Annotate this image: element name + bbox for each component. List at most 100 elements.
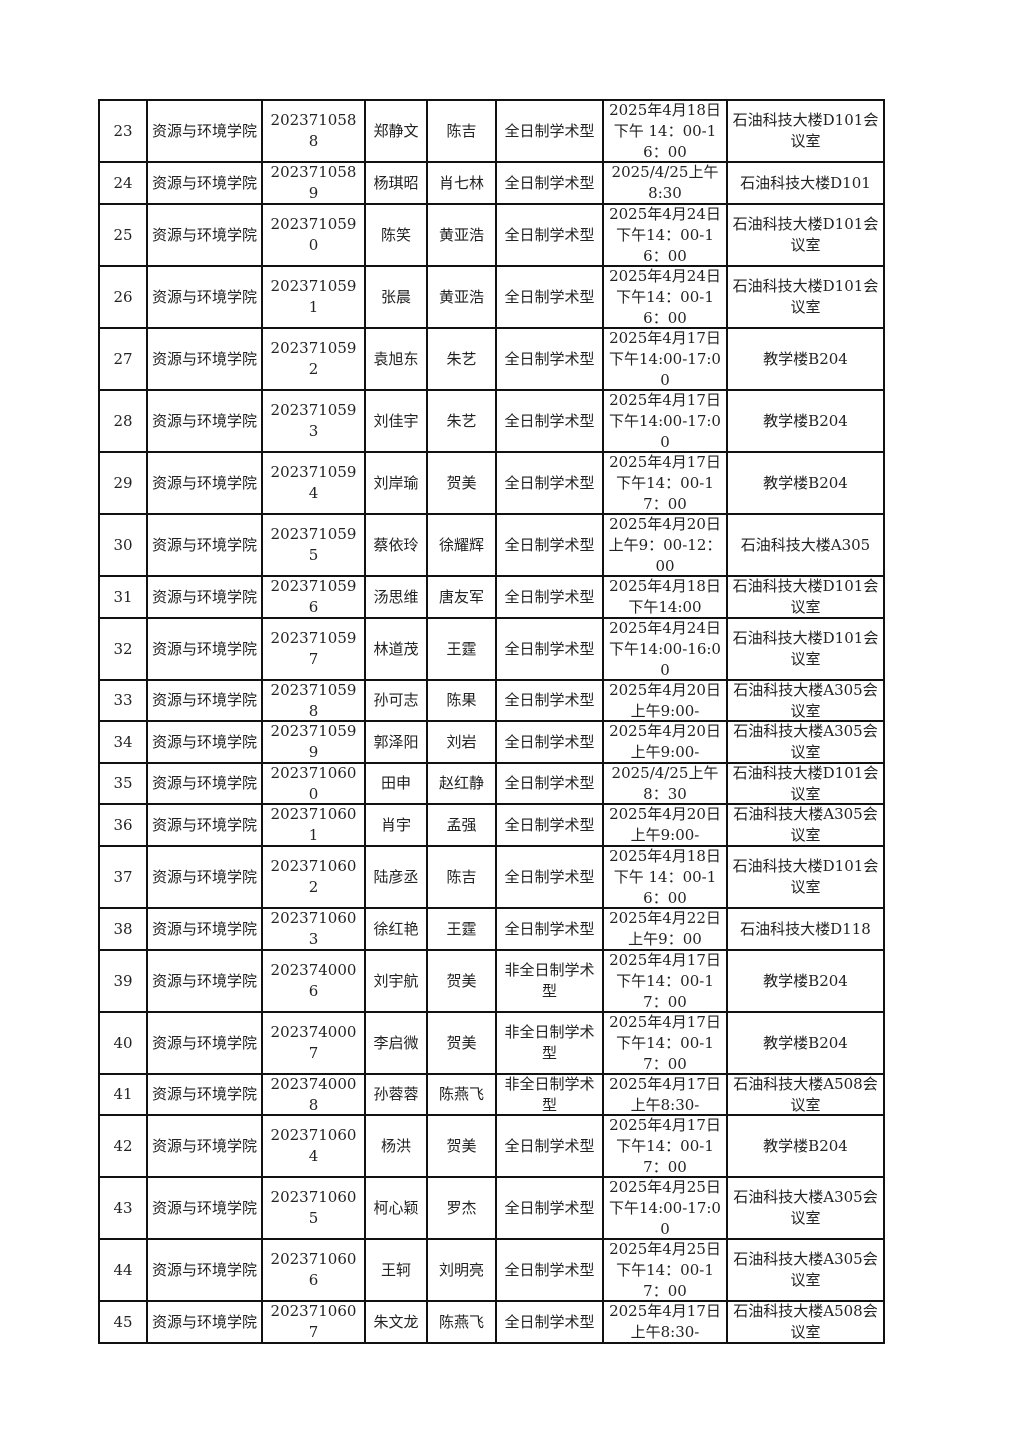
advisor-cell-text: 陈吉 xyxy=(446,121,477,140)
defense-place-cell-text: 石油科技大楼A508会议室 xyxy=(733,1302,878,1341)
student-id-cell-text: 2023710599 xyxy=(270,722,357,761)
college-cell: 资源与环境学院 xyxy=(146,1176,263,1240)
defense-time-cell: 2025年4月24日下午14：00-16：00 xyxy=(602,203,728,267)
defense-place-cell-text: 教学楼B204 xyxy=(763,971,848,990)
advisor-cell-text: 贺美 xyxy=(446,1033,477,1052)
row-number-text: 36 xyxy=(113,815,133,834)
defense-place-cell: 教学楼B204 xyxy=(726,1011,885,1075)
student-name-cell-text: 刘佳宇 xyxy=(373,411,419,430)
program-type-cell-text: 全日制学术型 xyxy=(504,411,595,430)
defense-place-cell-text: 石油科技大楼A305会议室 xyxy=(733,1188,878,1227)
program-type-cell: 全日制学术型 xyxy=(495,1176,604,1240)
program-type-cell-text: 非全日制学术型 xyxy=(504,1075,595,1114)
student-name-cell: 陈笑 xyxy=(364,203,428,267)
student-id-cell: 2023710588 xyxy=(261,99,366,163)
defense-time-cell-text: 2025年4月24日下午14：00-16：00 xyxy=(609,205,721,265)
row-number-text: 28 xyxy=(113,411,133,430)
program-type-cell-text: 全日制学术型 xyxy=(504,1260,595,1279)
table-row: 30 资源与环境学院 2023710595 蔡依玲 徐耀辉 全日制学术型 2025年4月20… xyxy=(98,513,885,577)
advisor-cell: 罗杰 xyxy=(426,1176,497,1240)
student-name-cell: 陆彦丞 xyxy=(364,845,428,909)
student-id-cell: 2023710604 xyxy=(261,1114,366,1178)
college-cell-text: 资源与环境学院 xyxy=(151,1136,257,1155)
student-name-cell: 蔡依玲 xyxy=(364,513,428,577)
row-number-text: 43 xyxy=(113,1198,133,1217)
row-number-text: 39 xyxy=(113,971,133,990)
advisor-cell: 唐友军 xyxy=(426,575,497,619)
program-type-cell: 全日制学术型 xyxy=(495,161,604,205)
program-type-cell-text: 全日制学术型 xyxy=(504,919,595,938)
student-name-cell-text: 肖宇 xyxy=(380,815,411,834)
student-id-cell: 2023710599 xyxy=(261,720,366,764)
program-type-cell-text: 全日制学术型 xyxy=(504,287,595,306)
advisor-cell-text: 陈果 xyxy=(446,691,477,709)
table-row: 26 资源与环境学院 2023710591 张晨 黄亚浩 全日制学术型 2025年4月24日… xyxy=(98,265,885,329)
table-row: 39 资源与环境学院 2023740006 刘宇航 贺美 非全日制学术型 2025年4月17… xyxy=(98,949,885,1013)
defense-place-cell-text: 石油科技大楼A305会议室 xyxy=(733,681,878,720)
advisor-cell-text: 王霆 xyxy=(446,639,477,658)
college-cell: 资源与环境学院 xyxy=(146,389,263,453)
program-type-cell: 全日制学术型 xyxy=(495,1114,604,1178)
student-id-cell-text: 2023710600 xyxy=(270,764,357,803)
defense-place-cell: 石油科技大楼D101会议室 xyxy=(726,845,885,909)
student-id-cell-text: 2023740007 xyxy=(270,1023,357,1062)
college-cell: 资源与环境学院 xyxy=(146,720,263,764)
row-number: 32 xyxy=(98,617,148,681)
advisor-cell-text: 王霆 xyxy=(446,919,477,938)
college-cell: 资源与环境学院 xyxy=(146,1073,263,1116)
student-id-cell-text: 2023710596 xyxy=(270,577,357,616)
defense-time-cell: 2025年4月18日下午 14：00-16：00 xyxy=(602,845,728,909)
defense-place-cell-text: 石油科技大楼A508会议室 xyxy=(733,1075,878,1114)
defense-time-cell-text: 2025年4月20日上午9:00- xyxy=(609,681,721,720)
defense-place-cell: 教学楼B204 xyxy=(726,1114,885,1178)
college-cell: 资源与环境学院 xyxy=(146,617,263,681)
program-type-cell-text: 全日制学术型 xyxy=(504,473,595,492)
defense-place-cell-text: 教学楼B204 xyxy=(763,1033,848,1052)
defense-time-cell: 2025年4月22日上午9：00 xyxy=(602,907,728,951)
student-id-cell-text: 2023710598 xyxy=(270,681,357,720)
advisor-cell-text: 肖七林 xyxy=(438,173,484,192)
student-name-cell-text: 田申 xyxy=(380,774,411,792)
advisor-cell: 黄亚浩 xyxy=(426,203,497,267)
student-name-cell-text: 袁旭东 xyxy=(373,349,419,368)
college-cell-text: 资源与环境学院 xyxy=(151,1198,257,1217)
defense-place-cell-text: 教学楼B204 xyxy=(763,1136,848,1155)
row-number-text: 27 xyxy=(113,349,133,368)
advisor-cell: 肖七林 xyxy=(426,161,497,205)
student-id-cell: 2023710605 xyxy=(261,1176,366,1240)
advisor-cell: 贺美 xyxy=(426,949,497,1013)
defense-place-cell: 教学楼B204 xyxy=(726,327,885,391)
college-cell: 资源与环境学院 xyxy=(146,1011,263,1075)
student-id-cell-text: 2023710602 xyxy=(270,857,357,896)
advisor-cell: 陈燕飞 xyxy=(426,1300,497,1344)
defense-time-cell-text: 2025年4月24日下午14：00-16：00 xyxy=(609,267,721,327)
student-id-cell: 2023710596 xyxy=(261,575,366,619)
defense-place-cell: 石油科技大楼A508会议室 xyxy=(726,1300,885,1344)
table-row: 42 资源与环境学院 2023710604 杨洪 贺美 全日制学术型 2025年4月17日下… xyxy=(98,1114,885,1178)
advisor-cell: 陈燕飞 xyxy=(426,1073,497,1116)
student-name-cell: 郑静文 xyxy=(364,99,428,163)
row-number-text: 26 xyxy=(113,287,133,306)
college-cell-text: 资源与环境学院 xyxy=(151,867,257,886)
college-cell-text: 资源与环境学院 xyxy=(151,639,257,658)
row-number: 27 xyxy=(98,327,148,391)
college-cell-text: 资源与环境学院 xyxy=(151,121,257,140)
program-type-cell: 非全日制学术型 xyxy=(495,1011,604,1075)
college-cell: 资源与环境学院 xyxy=(146,907,263,951)
student-id-cell-text: 2023710605 xyxy=(270,1188,357,1227)
student-id-cell: 2023710592 xyxy=(261,327,366,391)
student-id-cell-text: 2023710604 xyxy=(270,1126,357,1165)
college-cell: 资源与环境学院 xyxy=(146,451,263,515)
college-cell-text: 资源与环境学院 xyxy=(151,815,257,834)
advisor-cell-text: 陈燕飞 xyxy=(438,1085,484,1103)
program-type-cell-text: 非全日制学术型 xyxy=(504,1023,595,1062)
defense-time-cell-text: 2025年4月25日下午14：00-17：00 xyxy=(609,1240,721,1300)
college-cell: 资源与环境学院 xyxy=(146,1300,263,1344)
student-name-cell: 汤思维 xyxy=(364,575,428,619)
table-row: 35 资源与环境学院 2023710600 田申 赵红静 全日制学术型 2025/4/25上… xyxy=(98,762,885,805)
advisor-cell: 刘明亮 xyxy=(426,1238,497,1302)
program-type-cell-text: 全日制学术型 xyxy=(504,774,595,792)
student-id-cell-text: 2023710594 xyxy=(270,463,357,502)
program-type-cell-text: 全日制学术型 xyxy=(504,1136,595,1155)
advisor-cell-text: 孟强 xyxy=(446,815,477,834)
